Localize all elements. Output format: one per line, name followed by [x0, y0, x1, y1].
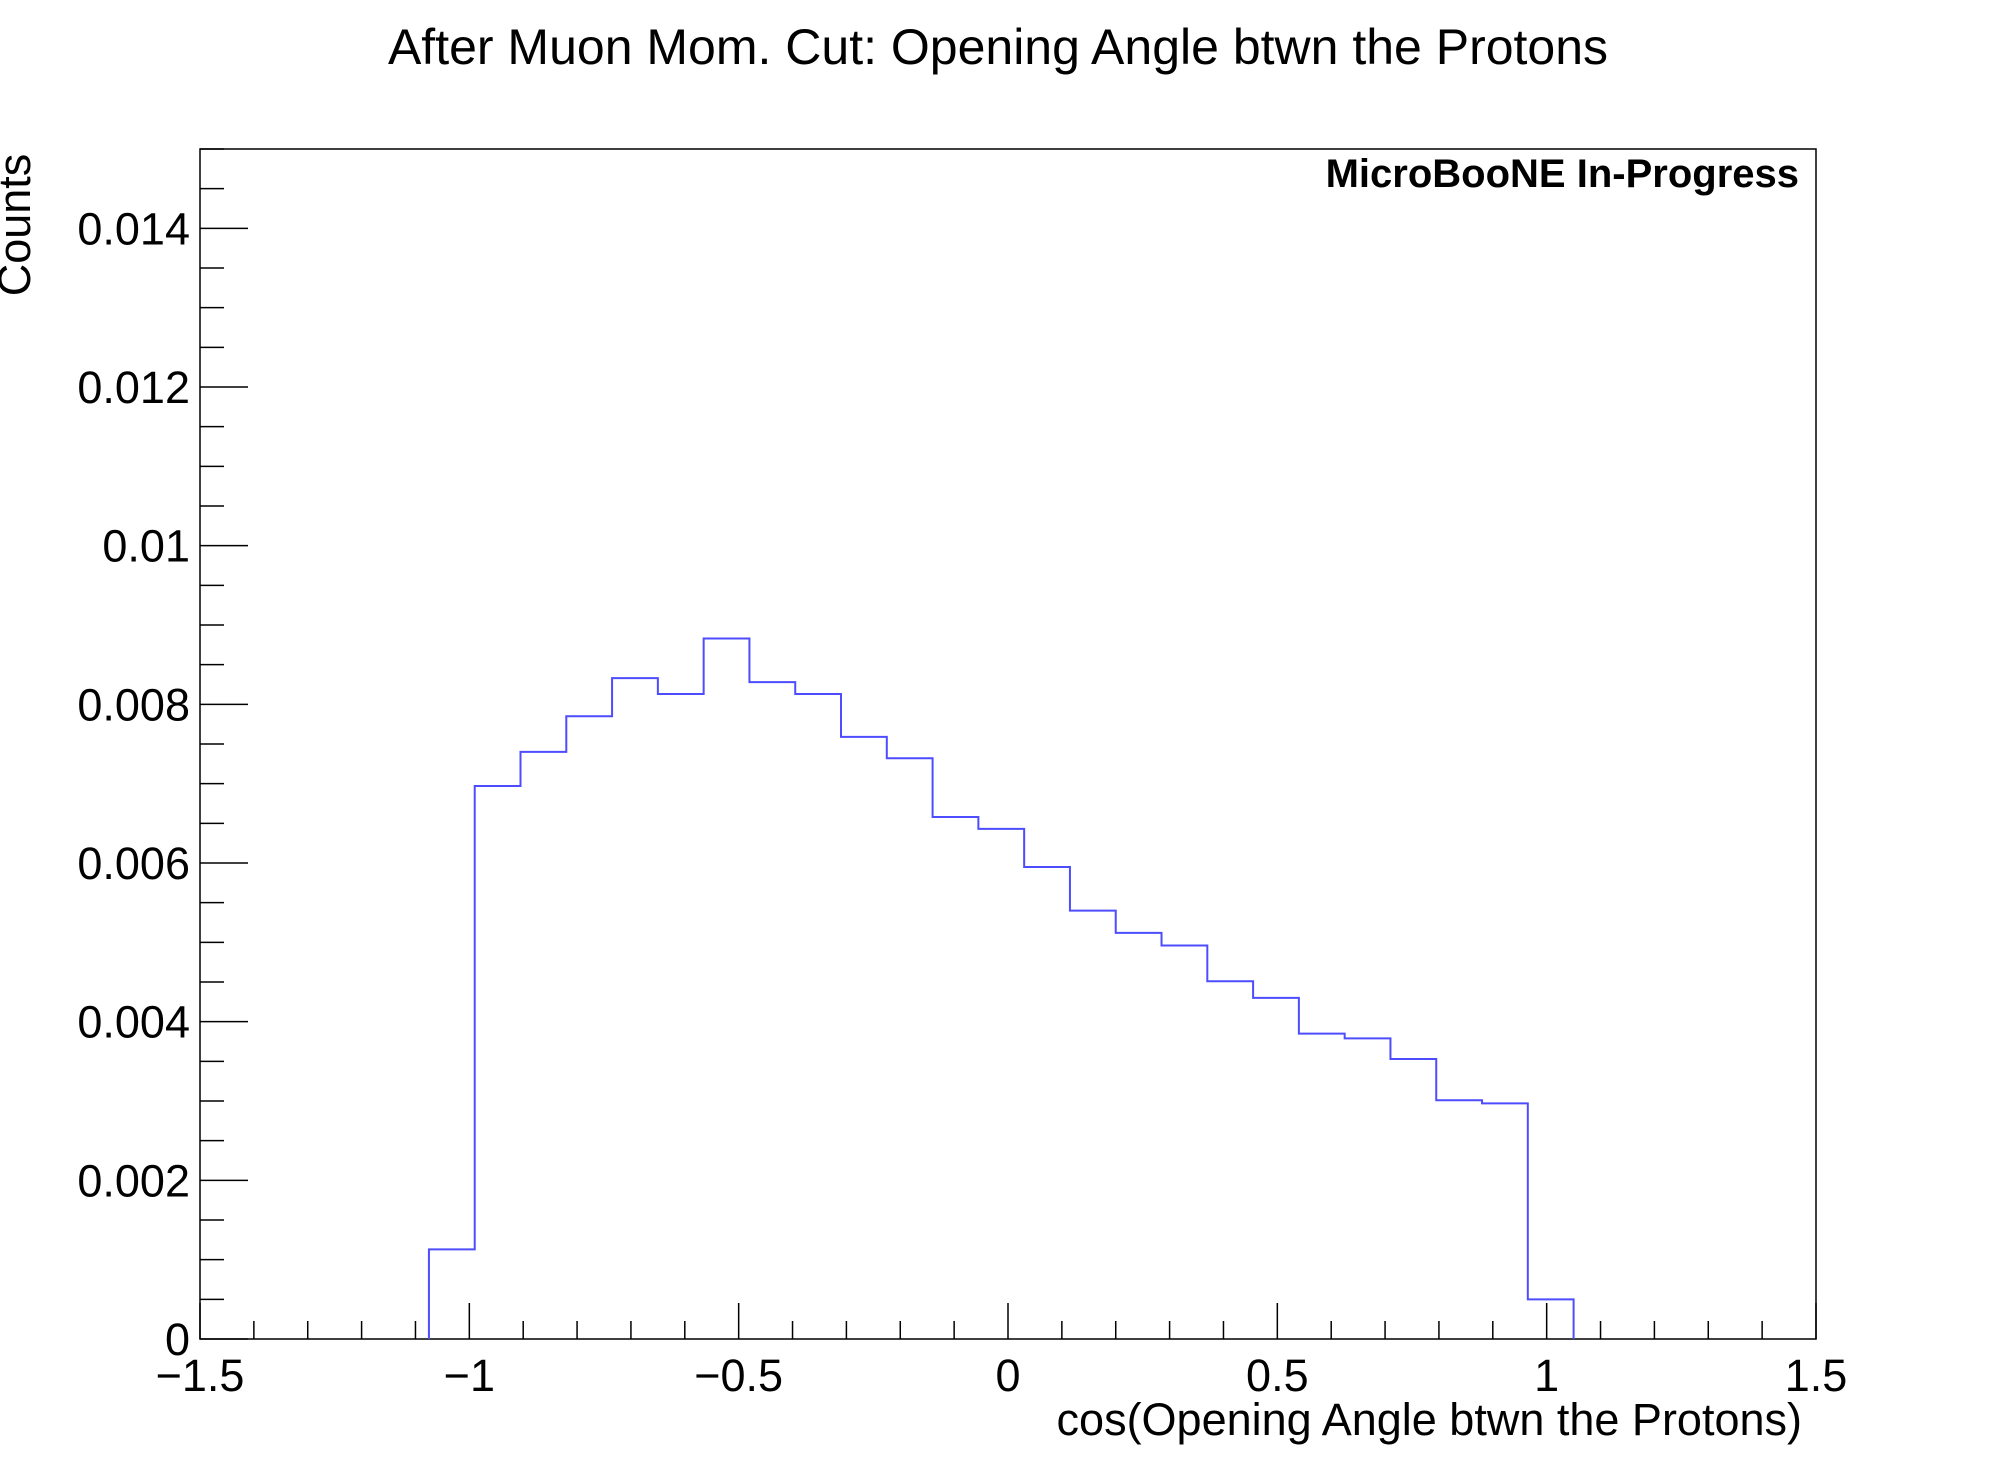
x-tick-label: 1.5 [1785, 1350, 1848, 1401]
chart-title: After Muon Mom. Cut: Opening Angle btwn … [388, 19, 1608, 75]
plot-frame [199, 148, 1817, 1340]
axes: −1.5 −1 −0.5 0 0.5 1 1.5 0 0.002 0.004 0.006 0.008 0… [77, 148, 1848, 1401]
microboone-label: MicroBooNE In-Progress [1326, 152, 1799, 196]
y-axis-label: Counts [0, 154, 40, 297]
x-tick-label: 0.5 [1246, 1350, 1309, 1401]
x-axis-label: cos(Opening Angle btwn the Protons) [1057, 1394, 1802, 1445]
x-tick-label: −0.5 [694, 1350, 783, 1401]
x-tick-label: 1 [1534, 1350, 1559, 1401]
y-tick-label: 0 [165, 1314, 190, 1365]
y-tick-label: 0.008 [77, 679, 190, 730]
y-tick-label: 0.012 [77, 362, 190, 413]
y-tick-label: 0.004 [77, 997, 190, 1048]
x-tick-label: −1 [444, 1350, 495, 1401]
x-tick-label: 0 [995, 1350, 1020, 1401]
y-tick-label: 0.002 [77, 1155, 190, 1206]
x-tick-label: −1.5 [156, 1350, 245, 1401]
histogram-line [427, 637, 1575, 1339]
y-tick-label: 0.006 [77, 838, 190, 889]
y-tick-label: 0.014 [77, 203, 190, 254]
y-tick-label: 0.01 [102, 521, 190, 572]
